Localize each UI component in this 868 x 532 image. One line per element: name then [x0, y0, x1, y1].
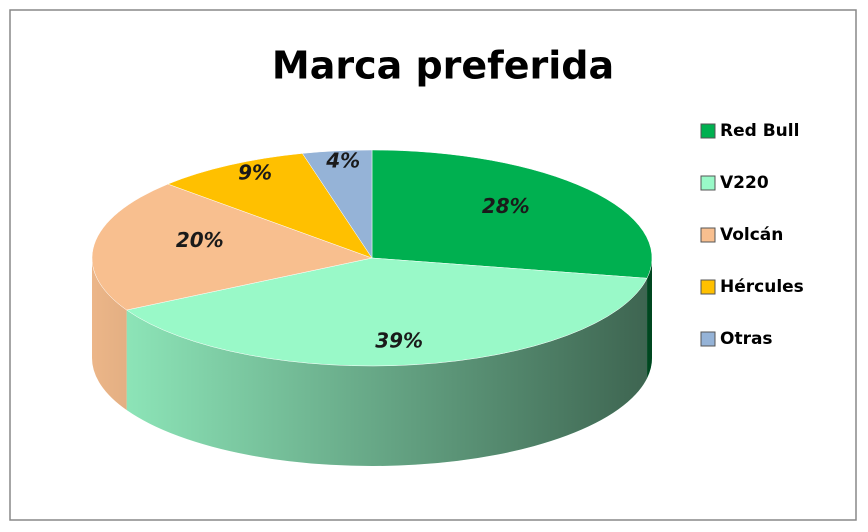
data-label: 20% [176, 228, 224, 252]
legend-swatch [700, 331, 716, 347]
data-label: 4% [325, 149, 360, 173]
slice [126, 257, 648, 367]
slice-side-shade [126, 278, 648, 466]
legend-label: Volcán [720, 225, 783, 245]
legend-swatch [700, 279, 716, 295]
chart-title: Marca preferida [272, 44, 614, 88]
legend-label: V220 [720, 173, 769, 193]
slice [91, 183, 373, 311]
slice [301, 149, 373, 259]
legend-label: Otras [720, 329, 773, 349]
data-label: 28% [482, 194, 530, 218]
slice-side-shade [647, 258, 652, 379]
data-label: 9% [238, 160, 272, 184]
legend-swatch [700, 227, 716, 243]
slice [371, 149, 653, 279]
legend-label: Red Bull [720, 121, 799, 141]
slice [167, 153, 373, 259]
legend-swatch [700, 175, 716, 191]
slice-side-shade [92, 258, 127, 411]
data-label: 39% [375, 329, 423, 353]
legend-label: Hércules [720, 277, 804, 297]
legend-swatch [700, 123, 716, 139]
